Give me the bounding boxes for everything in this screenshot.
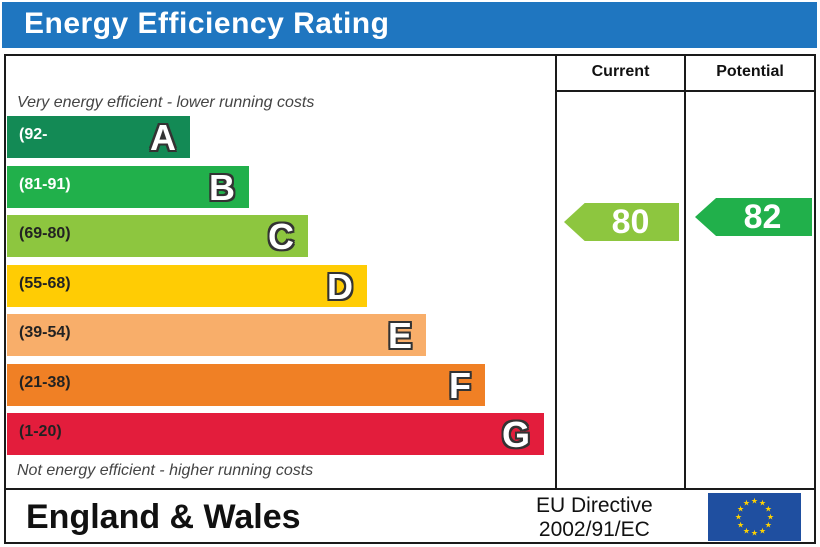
svg-text:★: ★: [737, 521, 744, 530]
column-header-potential: Potential: [716, 63, 784, 80]
eu-directive-line2: 2002/91/EC: [538, 518, 650, 541]
band-b-letter: B: [209, 167, 235, 208]
band-e-letter: E: [387, 315, 412, 356]
svg-text:★: ★: [735, 513, 742, 522]
svg-text:★: ★: [759, 526, 766, 535]
band-c-range: (69-80): [19, 225, 71, 242]
band-e-range: (39-54): [19, 324, 71, 341]
eu-directive-label: EU Directive 2002/91/EC: [536, 494, 653, 542]
band-f: (21-38) F: [7, 364, 485, 406]
band-g-range: (1-20): [19, 423, 62, 440]
band-b: (81-91) B: [7, 166, 249, 208]
band-f-range: (21-38): [19, 374, 71, 391]
divider-potential: [684, 54, 686, 490]
svg-text:★: ★: [767, 513, 774, 522]
bottom-note: Not energy efficient - higher running co…: [17, 462, 314, 479]
header-bar: Energy Efficiency Rating: [2, 2, 817, 48]
eu-flag-icon: ★ ★ ★ ★ ★ ★ ★ ★ ★ ★ ★ ★: [708, 493, 801, 541]
svg-text:★: ★: [751, 529, 758, 538]
svg-text:★: ★: [759, 499, 766, 508]
eu-directive-line1: EU Directive: [536, 494, 653, 517]
chart-title: Energy Efficiency Rating: [24, 7, 390, 40]
band-g: (1-20) G: [7, 413, 544, 455]
rating-frame: [4, 54, 816, 544]
svg-text:★: ★: [765, 505, 772, 514]
divider-footer: [4, 488, 816, 490]
potential-rating-arrow: 82: [695, 198, 812, 236]
band-a-letter: A: [150, 117, 176, 158]
band-d-letter: D: [327, 266, 353, 307]
svg-text:★: ★: [743, 499, 750, 508]
potential-rating-value: 82: [743, 197, 782, 236]
divider-current: [555, 54, 557, 490]
divider-column-header: [555, 90, 816, 92]
band-a: (92- A: [7, 116, 190, 158]
column-header-current: Current: [591, 63, 650, 80]
band-b-range: (81-91): [19, 176, 71, 193]
band-c-letter: C: [268, 216, 294, 257]
band-d-range: (55-68): [19, 275, 71, 292]
band-e: (39-54) E: [7, 314, 426, 356]
svg-text:★: ★: [751, 497, 758, 506]
top-note: Very energy efficient - lower running co…: [17, 94, 315, 111]
band-f-letter: F: [449, 365, 471, 406]
region-label: England & Wales: [26, 498, 301, 536]
svg-text:★: ★: [765, 521, 772, 530]
svg-text:★: ★: [743, 526, 750, 535]
band-g-letter: G: [501, 414, 530, 455]
current-rating-value: 80: [611, 202, 650, 241]
band-c: (69-80) C: [7, 215, 308, 257]
current-rating-arrow: 80: [564, 203, 679, 241]
band-a-range: (92-: [19, 126, 48, 143]
band-d: (55-68) D: [7, 265, 367, 307]
svg-text:★: ★: [737, 505, 744, 514]
